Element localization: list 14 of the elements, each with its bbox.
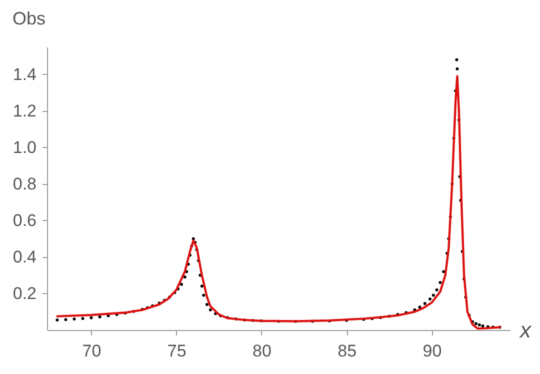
y-tick-label: 1.2 — [12, 101, 36, 120]
y-tick-label: 0.8 — [12, 174, 36, 194]
y-tick-label: 0.4 — [12, 247, 36, 266]
y-axis-title: Obs — [12, 8, 46, 28]
x-tick-label: 90 — [422, 342, 442, 360]
x-tick-label: 80 — [252, 342, 272, 360]
x-axis-title: x — [519, 318, 532, 342]
y-tick-label: 0.6 — [12, 210, 36, 230]
y-tick-label: 0.2 — [12, 284, 36, 303]
x-tick-label: 70 — [82, 342, 102, 360]
x-tick-label: 85 — [338, 342, 357, 360]
y-tick-label: 1.4 — [12, 64, 36, 84]
x-tick-label: 75 — [167, 342, 186, 360]
y-tick-label: 1.0 — [12, 138, 36, 157]
